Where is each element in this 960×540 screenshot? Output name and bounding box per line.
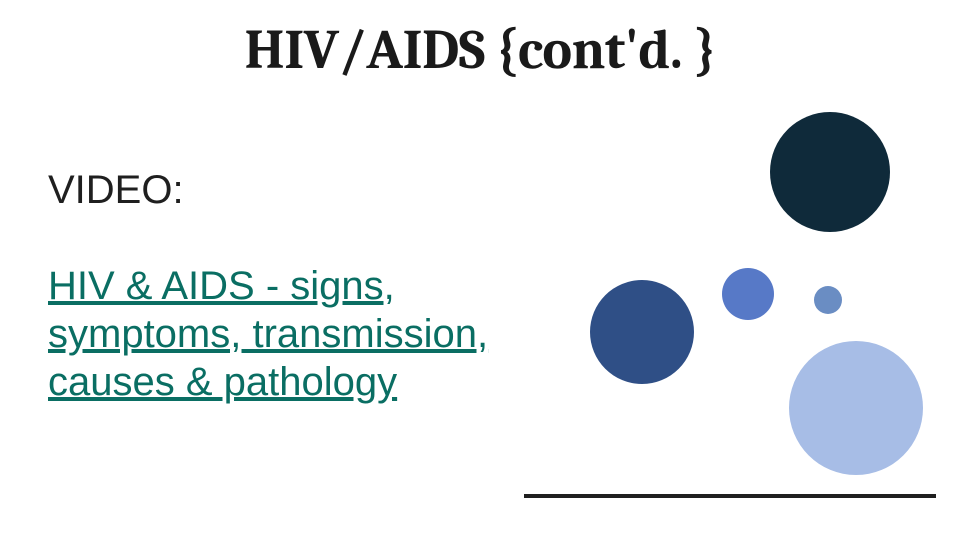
video-label: VIDEO: xyxy=(48,168,184,213)
decoration-circle-5 xyxy=(789,341,923,475)
divider-line xyxy=(524,494,936,498)
slide-title: HIV/AIDS {cont'd. } xyxy=(0,18,960,82)
decoration-circle-1 xyxy=(770,112,890,232)
video-link[interactable]: HIV & AIDS - signs, symptoms, transmissi… xyxy=(48,262,568,406)
decoration-circle-4 xyxy=(814,286,842,314)
slide: HIV/AIDS {cont'd. } VIDEO: HIV & AIDS - … xyxy=(0,0,960,540)
decoration-circle-3 xyxy=(722,268,774,320)
decoration-circle-2 xyxy=(590,280,694,384)
